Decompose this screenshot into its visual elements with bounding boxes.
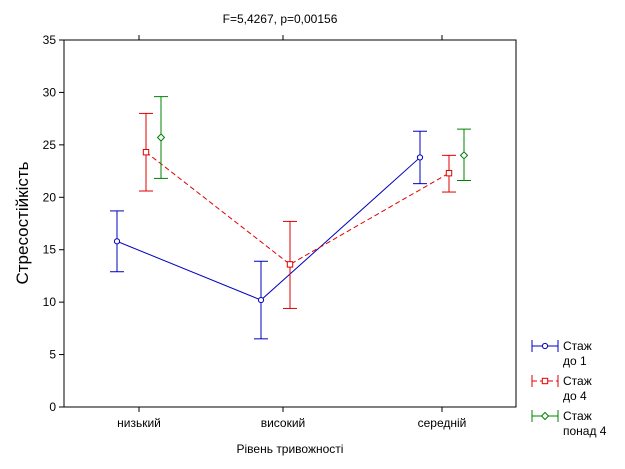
data-point xyxy=(142,148,150,156)
x-axis: низький високий середній xyxy=(117,35,466,430)
y-tick-label: 20 xyxy=(43,190,57,204)
y-tick-label: 30 xyxy=(43,85,57,99)
y-axis: 0 5 10 15 20 25 30 35 xyxy=(43,33,64,414)
data-point xyxy=(113,238,121,245)
x-tick-label: високий xyxy=(261,416,306,430)
legend-label: понад 4 xyxy=(563,424,607,438)
x-axis-label: Рівень тривожності xyxy=(237,442,344,456)
y-tick-label: 10 xyxy=(43,295,57,309)
y-tick-label: 35 xyxy=(43,33,57,47)
data-point xyxy=(541,342,549,350)
x-tick-label: низький xyxy=(117,416,161,430)
data-point xyxy=(257,296,265,304)
data-point xyxy=(540,411,550,421)
legend-label: Стаж xyxy=(563,374,592,388)
legend-label: Стаж xyxy=(563,409,592,423)
data-point xyxy=(156,133,166,142)
plot-area xyxy=(63,39,517,408)
data-point xyxy=(459,151,469,160)
legend-label: Стаж xyxy=(563,339,592,353)
series-2 xyxy=(139,112,456,309)
series-line xyxy=(145,151,450,265)
data-point xyxy=(445,169,453,177)
series-1 xyxy=(110,130,427,340)
data-point xyxy=(286,261,294,268)
legend-label: до 4 xyxy=(563,389,587,403)
y-tick-label: 15 xyxy=(43,243,57,257)
x-tick-label: середній xyxy=(418,416,467,430)
y-tick-label: 5 xyxy=(49,348,56,362)
data-point xyxy=(541,377,549,385)
data-point xyxy=(416,154,424,161)
y-axis-label: Стресостійкість xyxy=(13,161,32,284)
series-3 xyxy=(154,96,471,182)
y-tick-label: 25 xyxy=(43,138,57,152)
legend-label: до 1 xyxy=(563,354,587,368)
y-tick-label: 0 xyxy=(49,400,56,414)
chart-title: F=5,4267, p=0,00156 xyxy=(223,12,338,26)
series-layer xyxy=(110,96,471,340)
